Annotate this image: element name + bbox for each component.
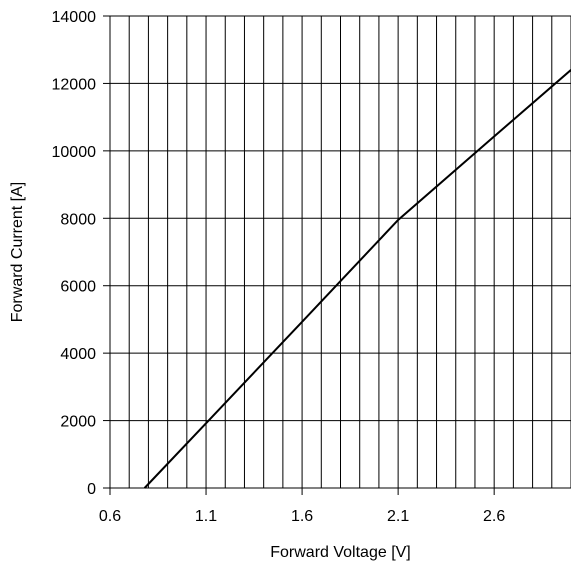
- y-axis-ticks: 0 2000 4000 6000 8000 10000 12000 14000: [52, 9, 110, 498]
- y-tick-label: 10000: [52, 144, 97, 161]
- x-tick-label: 2.6: [483, 508, 505, 525]
- x-tick-label: 1.6: [291, 508, 313, 525]
- y-tick-label: 8000: [60, 211, 96, 228]
- x-tick-label: 2.1: [387, 508, 409, 525]
- y-axis-title: Forward Current [A]: [9, 182, 26, 322]
- y-tick-label: 4000: [60, 346, 96, 363]
- plot-frame: [109, 15, 571, 489]
- x-axis-title: Forward Voltage [V]: [270, 544, 411, 561]
- y-tick-label: 0: [87, 481, 96, 498]
- x-axis-ticks: 0.6 1.1 1.6 2.1 2.6: [99, 488, 505, 525]
- series-line: [143, 69, 571, 489]
- grid: [109, 15, 571, 489]
- y-tick-label: 2000: [60, 414, 96, 431]
- x-tick-label: 0.6: [99, 508, 121, 525]
- series-group: [143, 69, 571, 489]
- y-tick-label: 14000: [52, 9, 97, 26]
- x-tick-label: 1.1: [195, 508, 217, 525]
- y-tick-label: 6000: [60, 279, 96, 296]
- y-tick-label: 12000: [52, 76, 97, 93]
